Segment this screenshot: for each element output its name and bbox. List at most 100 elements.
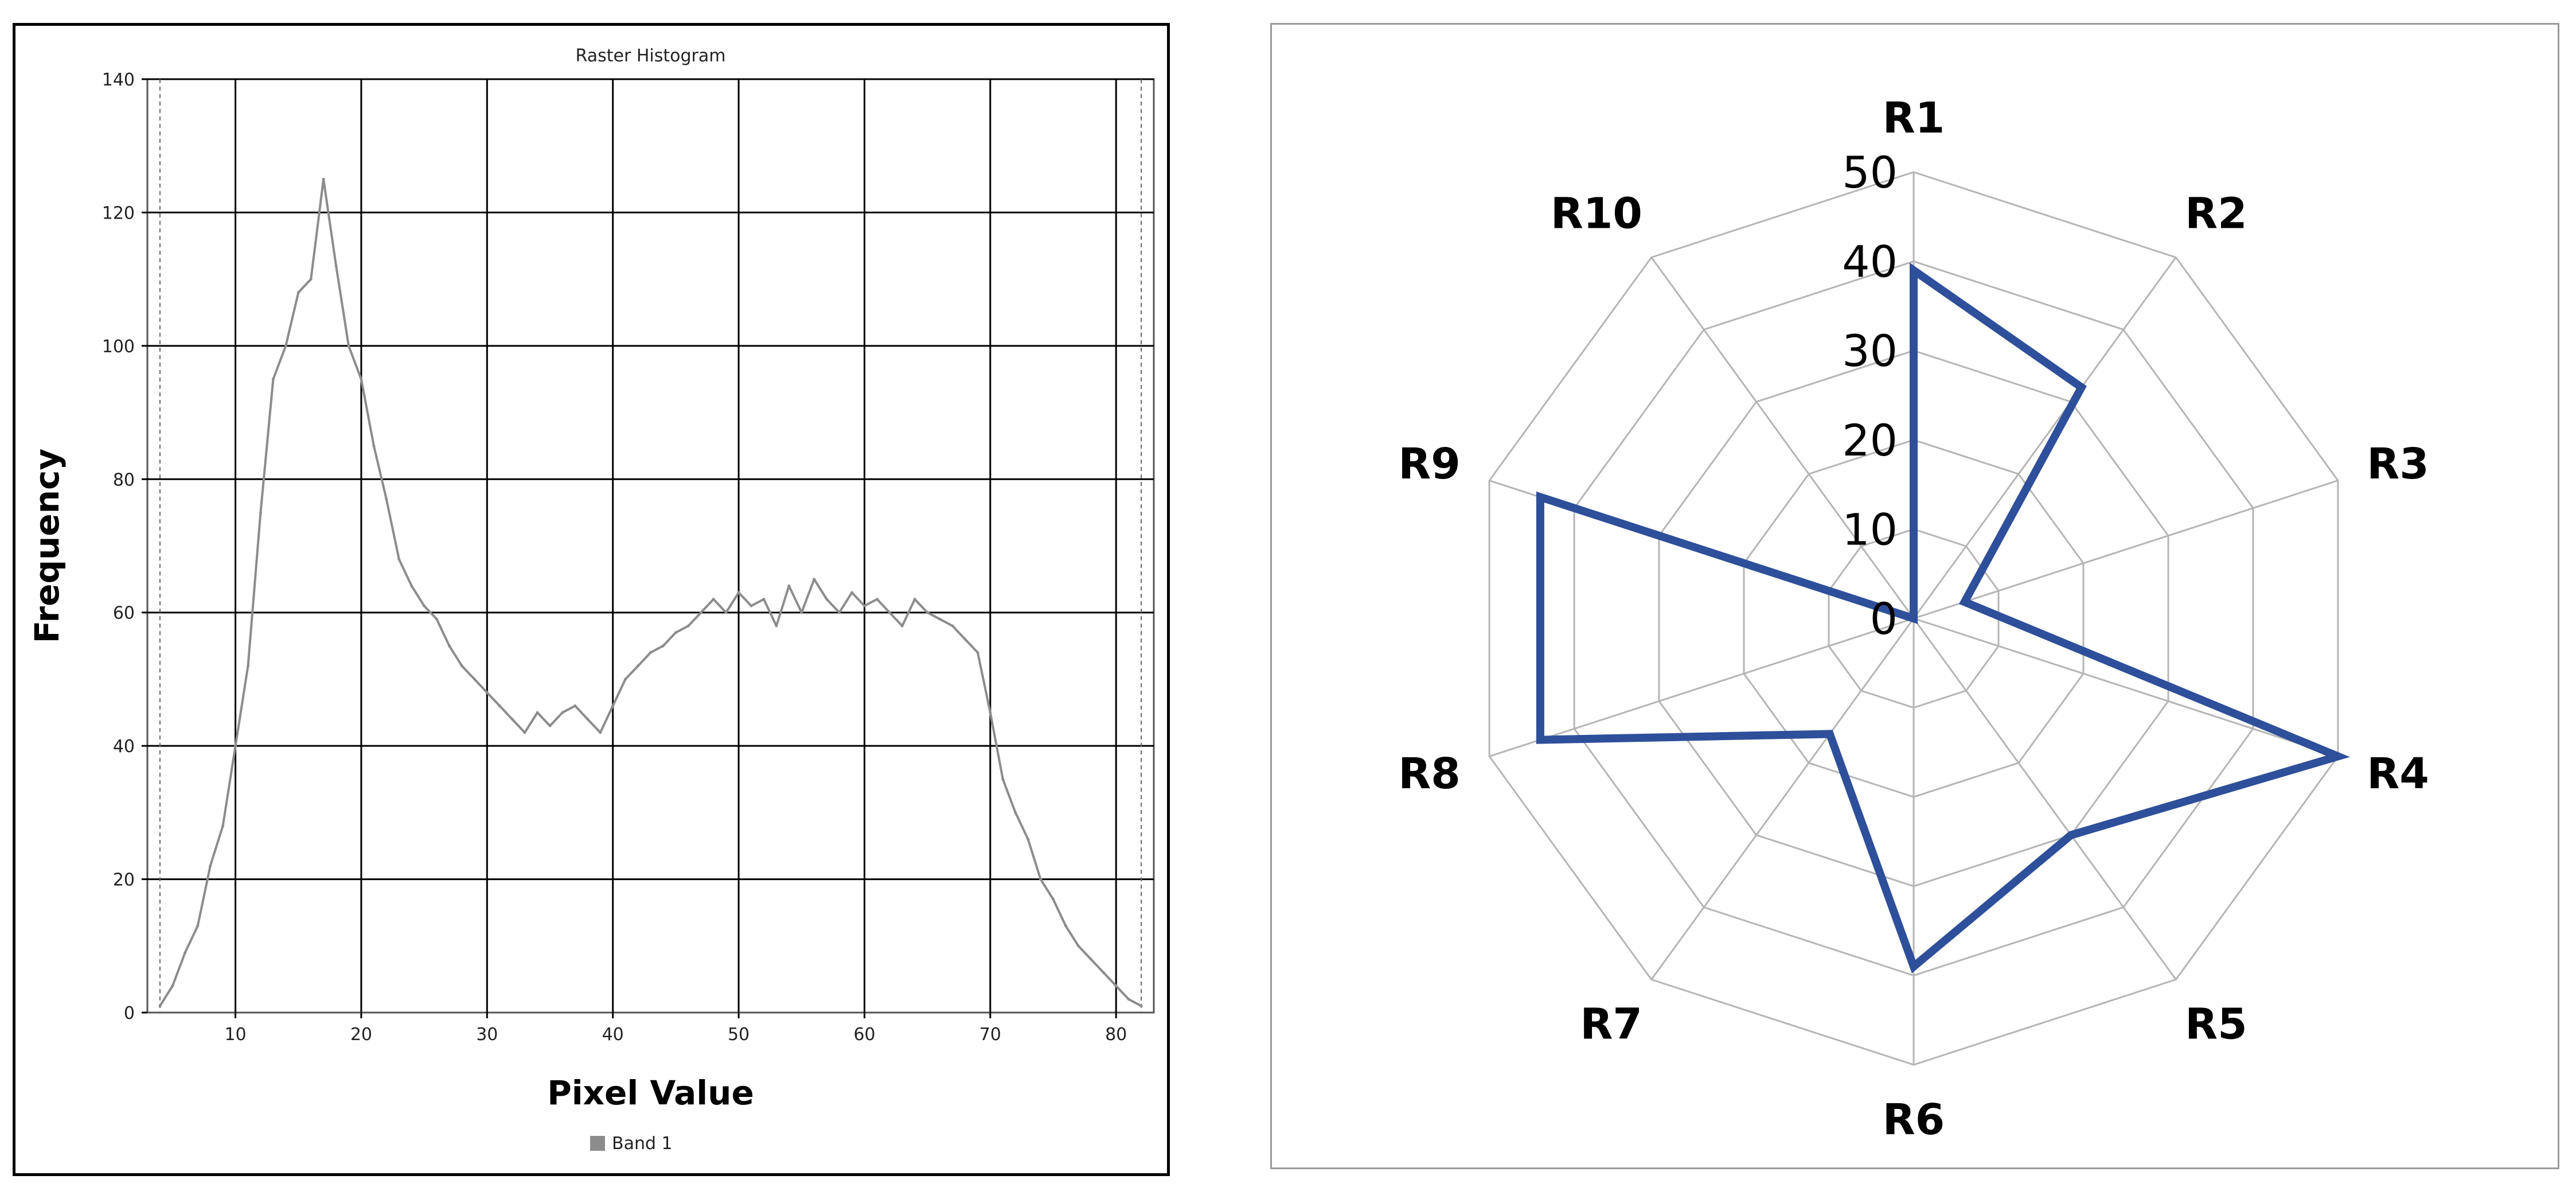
radar-ring-label: 20 — [1842, 415, 1898, 466]
radar-ring-label: 0 — [1870, 593, 1898, 644]
histogram-point — [963, 637, 967, 641]
histogram-point — [913, 597, 916, 601]
histogram-point — [900, 624, 904, 628]
histogram-point — [1076, 944, 1080, 948]
histogram-ytick-label: 40 — [113, 737, 135, 757]
radar-ring-label: 40 — [1842, 236, 1898, 287]
histogram-point — [926, 611, 929, 614]
histogram-point — [976, 651, 979, 654]
histogram-point — [938, 617, 942, 621]
radar-category-label: R6 — [1883, 1095, 1945, 1145]
histogram-point — [548, 724, 552, 727]
radar-category-label: R3 — [2367, 439, 2429, 489]
histogram-point — [850, 591, 853, 594]
histogram-point — [247, 664, 249, 668]
radar-category-label: R10 — [1551, 189, 1642, 239]
radar-category-label: R8 — [1398, 749, 1460, 799]
histogram-point — [787, 584, 791, 587]
histogram-title: Raster Histogram — [576, 46, 726, 66]
histogram-xtick-label: 70 — [979, 1025, 1001, 1045]
histogram-point — [347, 344, 350, 348]
histogram-point — [750, 604, 753, 608]
histogram-point — [800, 611, 803, 614]
histogram-xtick-label: 80 — [1105, 1025, 1127, 1045]
histogram-point — [221, 824, 225, 828]
histogram-panel: Raster Histogram 10 20 30 40 50 60 70 80 0 20 40 60 8… — [13, 23, 1170, 1176]
radar-category-label: R4 — [2367, 749, 2429, 799]
histogram-point — [473, 678, 476, 681]
histogram-ytick-label: 120 — [102, 203, 135, 223]
histogram-xtick-label: 60 — [853, 1025, 875, 1045]
histogram-point — [825, 597, 829, 601]
histogram-point — [813, 578, 816, 581]
radar-ring-label: 10 — [1842, 504, 1898, 555]
histogram-point — [1127, 998, 1130, 1001]
radar-spoke-R4 — [1913, 617, 2339, 757]
histogram-point — [485, 691, 489, 694]
histogram-point — [498, 704, 501, 707]
histogram-plot-area — [146, 78, 1155, 1014]
histogram-point — [875, 597, 879, 601]
histogram-ytick-label: 140 — [102, 70, 135, 90]
histogram-point — [686, 624, 690, 628]
histogram-point — [334, 264, 338, 267]
histogram-point — [460, 664, 463, 668]
histogram-point — [196, 924, 200, 928]
histogram-legend: Band 1 — [590, 1134, 673, 1154]
histogram-point — [724, 611, 728, 614]
histogram-point — [372, 444, 376, 447]
histogram-point — [259, 511, 262, 514]
radar-ring-label: 50 — [1842, 147, 1898, 198]
radar-series-line — [1536, 262, 2350, 974]
histogram-point — [1089, 957, 1092, 961]
histogram-point — [951, 624, 954, 628]
radar-spoke-R3 — [1913, 480, 2339, 620]
histogram-point — [536, 711, 539, 714]
histogram-point — [296, 291, 300, 294]
histogram-xtick-label: 40 — [602, 1025, 624, 1045]
histogram-point — [284, 344, 287, 348]
histogram-point — [209, 864, 212, 867]
histogram-point — [171, 984, 174, 988]
histogram-point — [423, 604, 426, 608]
histogram-point — [712, 597, 715, 601]
radar-category-label: R1 — [1883, 94, 1945, 143]
histogram-ytick-label: 60 — [113, 604, 135, 624]
histogram-point — [184, 951, 187, 954]
histogram-point — [624, 678, 627, 681]
histogram-point — [158, 1004, 162, 1007]
histogram-xtick-label: 30 — [476, 1025, 498, 1045]
histogram-point — [322, 177, 325, 181]
radar-category-label: R5 — [2185, 999, 2247, 1049]
histogram-point — [1064, 924, 1067, 928]
radar-spoke-R8 — [1489, 617, 1914, 757]
histogram-point — [234, 744, 237, 748]
histogram-xtick-label: 50 — [728, 1025, 750, 1045]
histogram-point — [661, 644, 665, 648]
histogram-point — [888, 611, 891, 614]
histogram-point — [1114, 984, 1118, 988]
histogram-point — [586, 718, 590, 721]
histogram-point — [309, 278, 313, 281]
radar-panel: 0 10 20 30 40 50 R1 R2 R3 R4 R5 R6 R7 R8 R9 R10 — [1270, 23, 2559, 1169]
histogram-point — [435, 617, 439, 621]
histogram-point — [1052, 897, 1055, 901]
histogram-point — [611, 704, 615, 707]
histogram-point — [1139, 1004, 1143, 1007]
histogram-point — [410, 584, 413, 587]
histogram-point — [397, 558, 401, 561]
histogram-point — [762, 597, 766, 601]
histogram-xtick-label: 10 — [224, 1025, 246, 1045]
histogram-point — [573, 704, 577, 707]
radar-spoke-R7 — [1650, 618, 1915, 980]
histogram-ytick-label: 20 — [113, 870, 135, 890]
histogram-point — [699, 611, 702, 614]
histogram-point — [510, 718, 514, 721]
radar-spoke-R10 — [1650, 256, 1915, 619]
histogram-point — [637, 664, 640, 668]
legend-swatch-band-1 — [590, 1136, 605, 1151]
histogram-point — [862, 604, 866, 608]
histogram-x-axis-label: Pixel Value — [547, 1073, 754, 1112]
histogram-y-axis-label: Frequency — [28, 449, 67, 643]
